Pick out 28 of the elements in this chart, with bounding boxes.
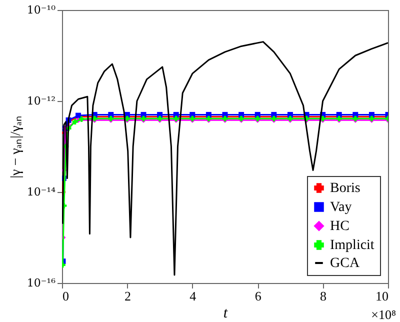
point xyxy=(254,112,260,118)
x-tick-label: 8 xyxy=(320,288,327,304)
legend-label: Vay xyxy=(330,200,352,215)
line-series xyxy=(62,41,388,276)
x-tick-label: 10 xyxy=(376,288,388,304)
legend-label: GCA xyxy=(330,256,360,271)
y-axis-title: |γ − γₐₙ|/γₐₙ xyxy=(8,116,24,178)
legend-label: Boris xyxy=(330,181,360,196)
point xyxy=(72,119,78,124)
x-tick-label: 0 xyxy=(62,288,69,304)
x-tick-label: 4 xyxy=(190,288,197,304)
point xyxy=(78,116,84,122)
x-tick-label: 6 xyxy=(254,288,262,304)
y-tick-label: 10⁻¹⁶ xyxy=(26,276,56,290)
point xyxy=(173,112,179,118)
point xyxy=(336,112,342,118)
legend-label: HC xyxy=(330,219,350,234)
y-tick-label: 10⁻¹⁰ xyxy=(26,4,56,16)
y-tick-label: 10⁻¹⁴ xyxy=(26,186,56,198)
text: ×10⁸ xyxy=(371,307,396,322)
x-tick-label: 2 xyxy=(124,288,131,304)
point xyxy=(108,112,114,118)
x-axis-title: t xyxy=(223,306,228,322)
legend-label: Implicit xyxy=(330,238,374,253)
point xyxy=(352,112,358,118)
y-tick-label: 10⁻¹² xyxy=(26,94,56,108)
point xyxy=(190,112,196,118)
point xyxy=(271,112,277,118)
